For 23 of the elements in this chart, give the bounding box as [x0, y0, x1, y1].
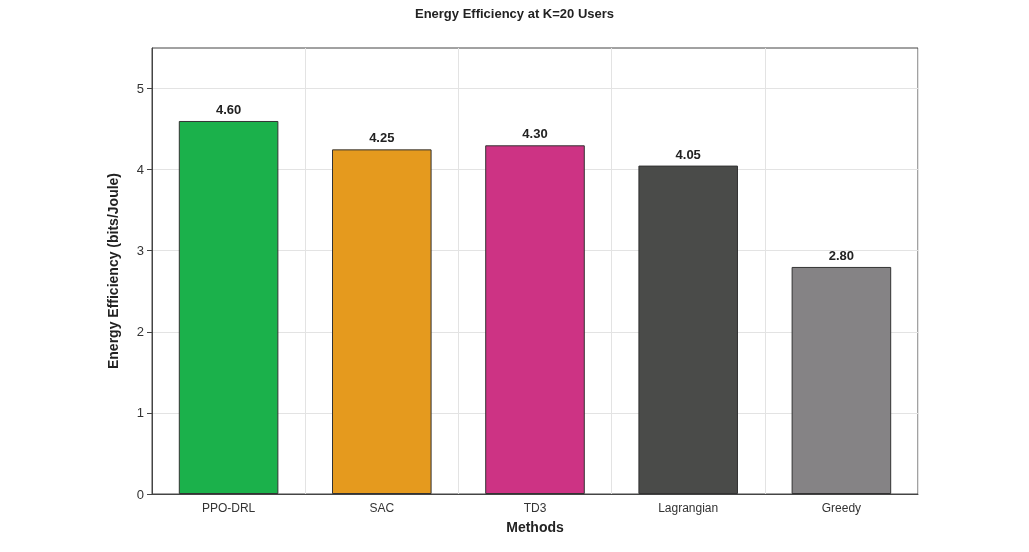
- x-axis-title: Methods: [506, 519, 564, 535]
- x-tick-label: Greedy: [821, 501, 862, 515]
- chart-title: Energy Efficiency at K=20 Users: [414, 6, 615, 21]
- bar: [791, 266, 892, 494]
- bar: [485, 145, 585, 494]
- data-label: 4.30: [522, 126, 548, 142]
- y-tick-label: 2: [136, 324, 144, 340]
- y-tick-label: 5: [136, 81, 144, 97]
- bar: [178, 120, 279, 494]
- x-tick-label: PPO-DRL: [201, 501, 256, 515]
- bar: [332, 149, 432, 494]
- y-tick-label: 0: [136, 486, 144, 502]
- y-tick-label: 1: [136, 405, 144, 421]
- y-tick-label: 3: [136, 243, 144, 259]
- data-label: 4.25: [369, 130, 395, 146]
- x-tick-label: Lagrangian: [658, 501, 719, 515]
- y-axis-title: Energy Efficiency (bits/Joule): [105, 172, 121, 370]
- data-label: 4.60: [215, 101, 242, 117]
- x-tick-label: TD3: [523, 501, 547, 515]
- data-label: 4.05: [675, 146, 701, 162]
- x-tick-label: SAC: [369, 501, 395, 515]
- data-label: 2.80: [828, 247, 855, 263]
- y-tick-label: 4: [136, 162, 144, 178]
